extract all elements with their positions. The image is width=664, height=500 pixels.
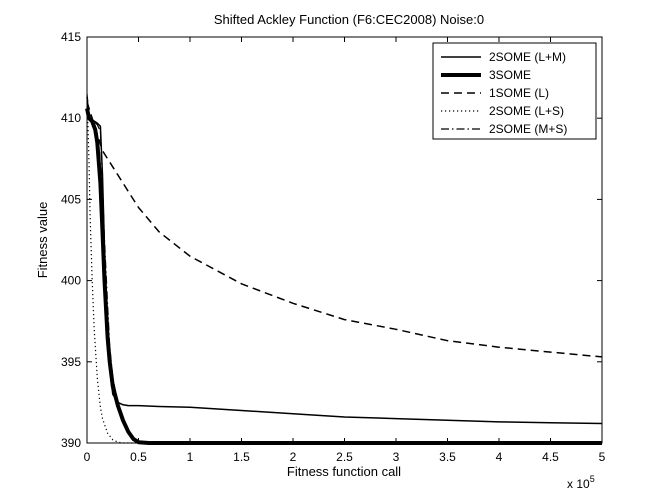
legend-box — [432, 42, 597, 140]
series-line-0 — [86, 97, 603, 425]
legend-label-4: 2SOME (M+S) — [489, 122, 567, 136]
legend: 2SOME (L+M) 3SOME 1SOME (L) 2SOME (L+S) 2SOM… — [432, 42, 597, 140]
x-tick-label: 1.5 — [233, 450, 250, 464]
x-tick-label: 5 — [599, 450, 606, 464]
x-tick-label: 0 — [84, 450, 91, 464]
legend-label-2: 1SOME (L) — [489, 86, 549, 100]
y-axis-title: Fitness value — [35, 202, 50, 279]
x-axis-title: Fitness function call — [287, 464, 401, 479]
chart-title: Shifted Ackley Function (F6:CEC2008) Noi… — [214, 12, 484, 27]
x-tick-label: 2.5 — [336, 450, 353, 464]
legend-label-0: 2SOME (L+M) — [489, 50, 566, 64]
series-line-4 — [86, 93, 602, 444]
series-line-3 — [86, 110, 602, 444]
x-axis-multiplier: x 105 — [567, 474, 595, 491]
y-tick-label: 415 — [61, 30, 81, 44]
x-tick-label: 1 — [187, 450, 194, 464]
x-tick-label: 0.5 — [130, 450, 147, 464]
x-multiplier-exponent: 5 — [590, 474, 595, 484]
x-tick-label: 2 — [290, 450, 297, 464]
y-tick-label: 410 — [61, 111, 81, 125]
legend-label-1: 3SOME — [489, 68, 531, 82]
series-line-2 — [86, 101, 603, 358]
x-tick-label: 4.5 — [542, 450, 559, 464]
y-tick-label: 395 — [61, 355, 81, 369]
x-multiplier-base: x 10 — [567, 477, 590, 491]
y-tick-label: 400 — [61, 274, 81, 288]
y-tick-label: 405 — [61, 192, 81, 206]
legend-label-3: 2SOME (L+S) — [489, 104, 564, 118]
x-tick-label: 3.5 — [439, 450, 456, 464]
x-tick-label: 4 — [496, 450, 503, 464]
y-tick-label: 390 — [61, 436, 81, 450]
x-tick-label: 3 — [393, 450, 400, 464]
series-line-1 — [85, 108, 602, 445]
